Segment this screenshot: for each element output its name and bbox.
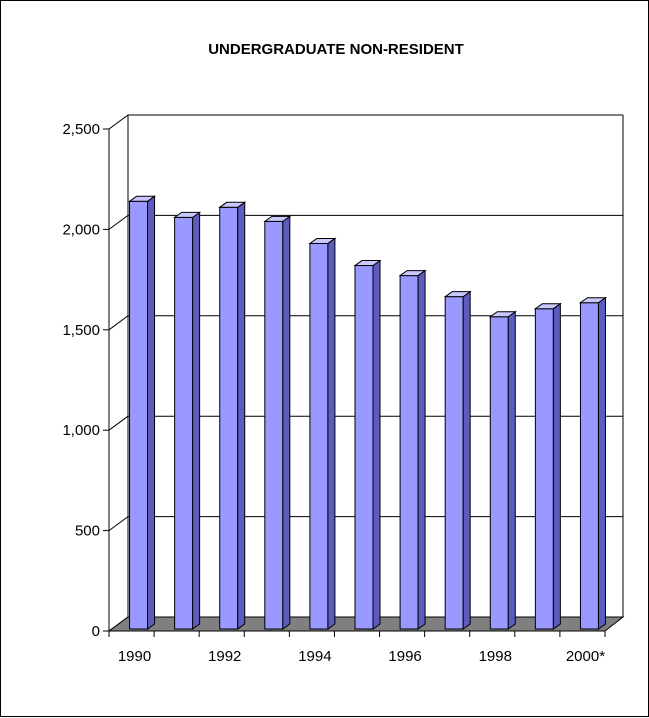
bar-top [398, 270, 427, 277]
bar [398, 269, 427, 630]
bar-top [353, 260, 382, 267]
gridline-side [108, 114, 129, 130]
gridline-side [108, 315, 129, 331]
bar [578, 296, 608, 630]
y-tick-label: 2,500 [62, 121, 100, 138]
bar-front [219, 206, 239, 630]
bar [533, 302, 562, 630]
x-tick-label: 1990 [118, 648, 151, 665]
bars [127, 195, 608, 630]
bar-side [417, 269, 426, 630]
gridline-side [108, 415, 129, 431]
y-tick-label: 0 [92, 623, 100, 640]
bar-side [282, 215, 291, 630]
bar-front [579, 302, 599, 630]
bar-top [578, 297, 608, 304]
bar-top [308, 237, 337, 244]
x-tick-label: 1992 [208, 648, 241, 665]
bar-front [129, 200, 149, 630]
bar-side [147, 195, 156, 630]
chart-title: UNDERGRADUATE NON-RESIDENT [208, 41, 464, 58]
bar-top [488, 311, 517, 318]
bar-side [372, 259, 381, 630]
x-axis: 1990 1992 1994 1996 1998 2000* [108, 630, 606, 665]
bar-side [597, 296, 606, 630]
bar [488, 310, 517, 630]
y-tick-label: 1,500 [62, 322, 100, 339]
bar-top [263, 215, 292, 222]
y-tick-label: 1,000 [62, 422, 100, 439]
bar-side [327, 237, 336, 630]
bar-side [237, 201, 246, 630]
bar-top [218, 201, 247, 208]
bar-front [534, 308, 554, 630]
bar-front [489, 316, 509, 630]
x-tick-label: 1996 [388, 648, 421, 665]
bar [263, 215, 292, 630]
bar-top [173, 211, 202, 218]
bar-top [443, 291, 472, 298]
bar-top [127, 195, 157, 202]
bar-side [462, 290, 471, 630]
bar-front [399, 275, 419, 630]
bar [308, 237, 337, 630]
bar [353, 259, 382, 630]
bar-front [264, 220, 284, 630]
y-axis: 0 500 1,000 1,500 2,000 2,500 [62, 121, 110, 640]
x-tick-label: 2000* [566, 648, 605, 665]
y-tick-label: 500 [75, 523, 100, 540]
gridline-side [108, 214, 129, 230]
bar-front [354, 265, 374, 630]
gridline-side [108, 516, 129, 532]
bar-top [533, 303, 562, 310]
x-tick-label: 1994 [298, 648, 331, 665]
bar-front [444, 296, 464, 630]
bar-front [174, 216, 194, 630]
bar-side [192, 211, 201, 630]
plot-walls [127, 115, 624, 617]
x-tick-label: 1998 [479, 648, 512, 665]
bar [127, 195, 157, 630]
bar [218, 201, 247, 630]
bar [173, 211, 202, 630]
bar-front [309, 242, 329, 630]
y-tick-label: 2,000 [62, 221, 100, 238]
bar-side [507, 310, 516, 630]
bar-side [552, 302, 561, 630]
bar [443, 290, 472, 630]
